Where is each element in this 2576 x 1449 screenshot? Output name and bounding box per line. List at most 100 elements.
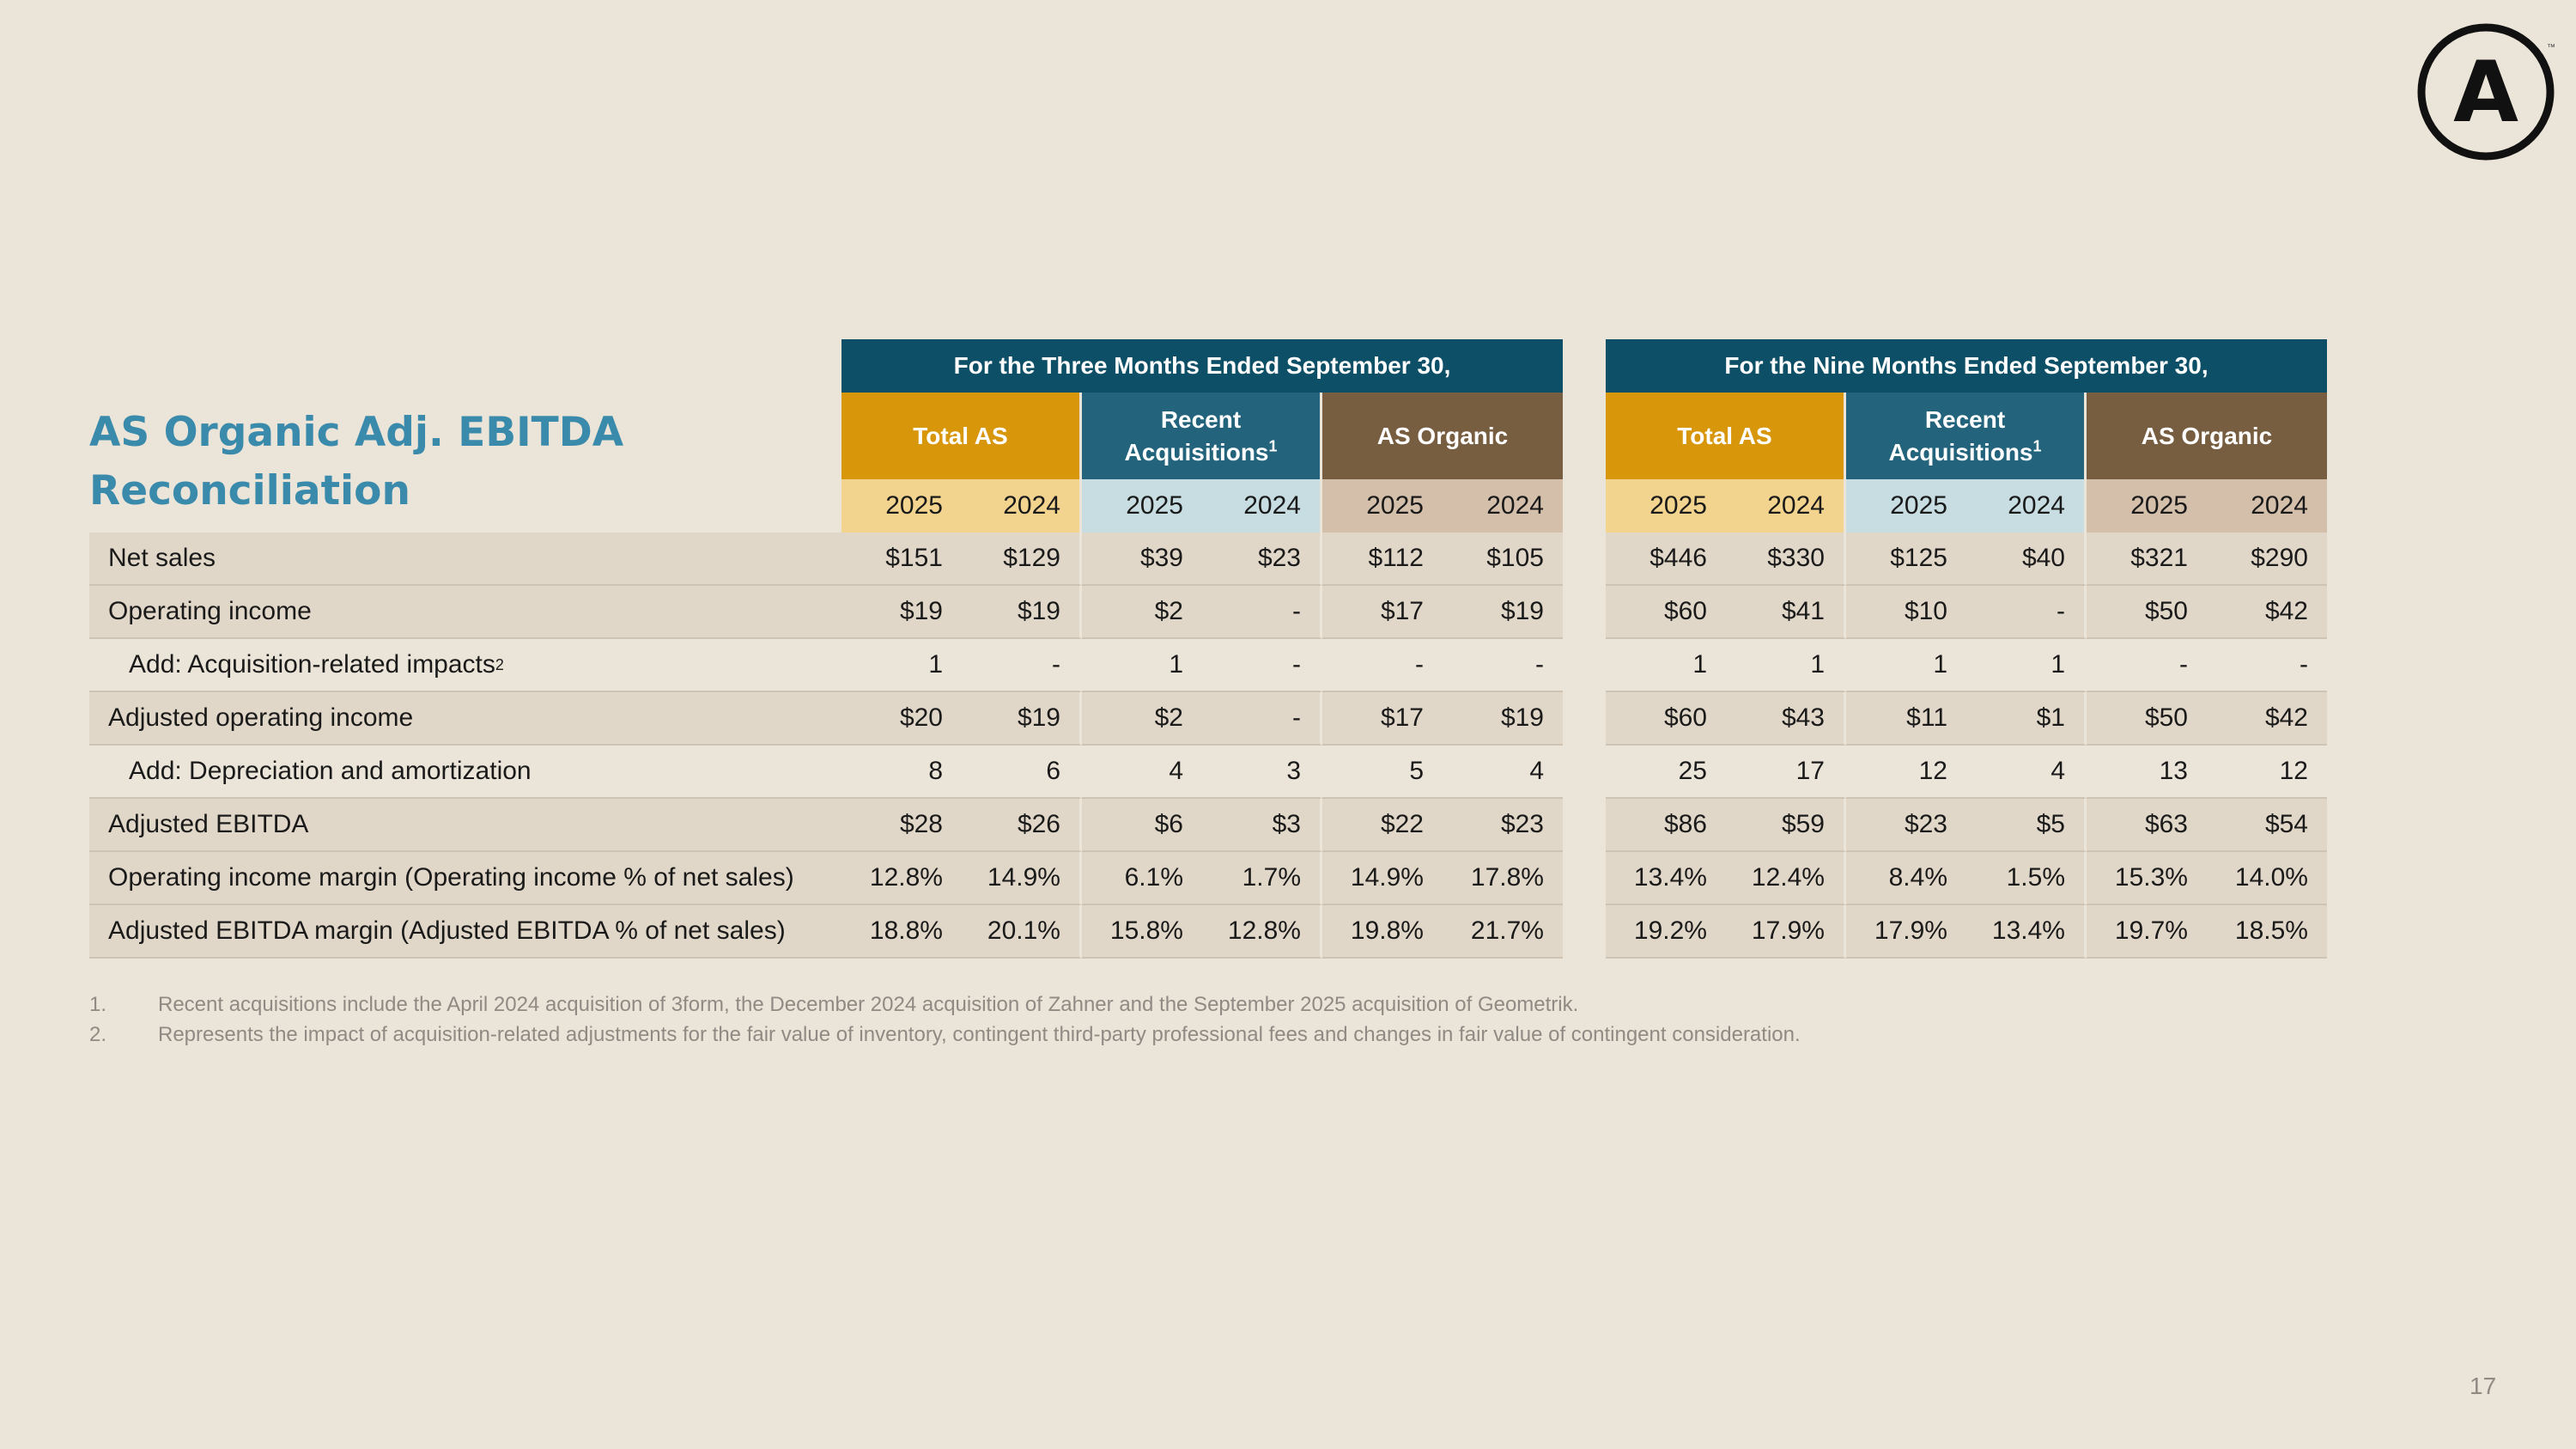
table-cell: 17 — [1726, 746, 1846, 799]
table-cell: $330 — [1726, 533, 1846, 586]
table-cell: 14.9% — [1322, 852, 1443, 905]
year-header: 2024 — [1443, 479, 1563, 533]
table-cell: 15.8% — [1082, 905, 1202, 959]
total-as-header: Total AS — [1606, 393, 1846, 479]
table-cell: $446 — [1606, 533, 1726, 586]
table-cell: - — [2087, 639, 2207, 692]
row-label-text: Operating income — [108, 597, 312, 625]
year-header: 2024 — [2207, 479, 2327, 533]
page-title-line-2: Reconciliation — [89, 467, 410, 514]
footnote-item: 1. Recent acquisitions include the April… — [89, 989, 1801, 1020]
table-cell: $321 — [2087, 533, 2207, 586]
reconciliation-table: For the Three Months Ended September 30,… — [89, 339, 2327, 959]
table-cell: - — [2207, 639, 2327, 692]
table-row-label: Adjusted EBITDA — [89, 799, 841, 852]
year-header: 2025 — [1606, 479, 1726, 533]
table-cell: 1 — [1966, 639, 2087, 692]
table-cell: 15.3% — [2087, 852, 2207, 905]
recent-header-line-2: Acquisitions — [1124, 438, 1269, 466]
logo-letter: A — [2453, 44, 2518, 142]
table-cell: 18.8% — [841, 905, 962, 959]
table-cell: 1 — [1846, 639, 1966, 692]
table-cell: $19 — [962, 586, 1082, 639]
table-cell: $63 — [2087, 799, 2207, 852]
year-header: 2025 — [1322, 479, 1443, 533]
table-cell: $23 — [1202, 533, 1322, 586]
three-months-header: For the Three Months Ended September 30, — [841, 339, 1563, 393]
year-header: 2025 — [2087, 479, 2207, 533]
year-header: 2024 — [962, 479, 1082, 533]
table-cell: 8.4% — [1846, 852, 1966, 905]
total-as-header: Total AS — [841, 393, 1082, 479]
table-cell: 17.9% — [1846, 905, 1966, 959]
row-label-text: Operating income margin (Operating incom… — [108, 863, 794, 892]
table-cell: $2 — [1082, 692, 1202, 746]
table-cell: $2 — [1082, 586, 1202, 639]
table-cell: - — [962, 639, 1082, 692]
table-cell: $54 — [2207, 799, 2327, 852]
table-cell: $60 — [1606, 692, 1726, 746]
table-cell: $39 — [1082, 533, 1202, 586]
table-cell: 5 — [1322, 746, 1443, 799]
table-cell: $1 — [1966, 692, 2087, 746]
table-row-label: Add: Depreciation and amortization — [89, 746, 841, 799]
table-row-label: Net sales — [89, 533, 841, 586]
table-cell: 8 — [841, 746, 962, 799]
table-cell: 4 — [1082, 746, 1202, 799]
nine-months-header: For the Nine Months Ended September 30, — [1606, 339, 2327, 393]
company-logo-icon: A — [2417, 23, 2555, 161]
table-cell: $50 — [2087, 692, 2207, 746]
table-cell: $23 — [1846, 799, 1966, 852]
table-cell: $19 — [1443, 586, 1563, 639]
year-header: 2025 — [1846, 479, 1966, 533]
table-row-label: Adjusted operating income — [89, 692, 841, 746]
table-cell: $125 — [1846, 533, 1966, 586]
table-cell: $28 — [841, 799, 962, 852]
table-cell: $19 — [962, 692, 1082, 746]
table-cell: $5 — [1966, 799, 2087, 852]
table-row-label: Operating income margin (Operating incom… — [89, 852, 841, 905]
table-cell: 14.0% — [2207, 852, 2327, 905]
row-label-text: Add: Depreciation and amortization — [129, 757, 532, 785]
page-number: 17 — [2470, 1373, 2497, 1399]
year-header: 2024 — [1726, 479, 1846, 533]
table-cell: 19.7% — [2087, 905, 2207, 959]
year-header: 2024 — [1966, 479, 2087, 533]
table-cell: $11 — [1846, 692, 1966, 746]
page-title: AS Organic Adj. EBITDA Reconciliation — [89, 404, 828, 521]
table-cell: $19 — [841, 586, 962, 639]
recent-header-line-1: Recent — [1924, 405, 2006, 433]
table-cell: 12 — [2207, 746, 2327, 799]
row-label-text: Net sales — [108, 544, 216, 572]
table-cell: - — [1202, 692, 1322, 746]
table-cell: $19 — [1443, 692, 1563, 746]
footnote-ref-1: 1 — [2032, 437, 2042, 455]
row-label-text: Adjusted EBITDA margin (Adjusted EBITDA … — [108, 916, 786, 945]
as-organic-header: AS Organic — [2087, 393, 2327, 479]
table-cell: $3 — [1202, 799, 1322, 852]
table-cell: $290 — [2207, 533, 2327, 586]
table-cell: 13.4% — [1966, 905, 2087, 959]
table-cell: 4 — [1966, 746, 2087, 799]
footnote-item: 2. Represents the impact of acquisition-… — [89, 1020, 1801, 1050]
table-cell: $42 — [2207, 692, 2327, 746]
trademark-symbol: ™ — [2547, 43, 2555, 52]
footnote-ref-1: 1 — [1268, 437, 1278, 455]
table-row-label: Operating income — [89, 586, 841, 639]
table-cell: 21.7% — [1443, 905, 1563, 959]
table-cell: $22 — [1322, 799, 1443, 852]
table-cell: $6 — [1082, 799, 1202, 852]
table-cell: - — [1443, 639, 1563, 692]
table-cell: $40 — [1966, 533, 2087, 586]
footnote-number: 1. — [89, 993, 107, 1016]
table-cell: $129 — [962, 533, 1082, 586]
table-cell: $26 — [962, 799, 1082, 852]
table-cell: 13 — [2087, 746, 2207, 799]
table-cell: $105 — [1443, 533, 1563, 586]
table-cell: 4 — [1443, 746, 1563, 799]
row-label-text: Adjusted EBITDA — [108, 810, 309, 838]
table-cell: $23 — [1443, 799, 1563, 852]
table-cell: - — [1202, 639, 1322, 692]
table-cell: 3 — [1202, 746, 1322, 799]
table-cell: 1 — [1606, 639, 1726, 692]
